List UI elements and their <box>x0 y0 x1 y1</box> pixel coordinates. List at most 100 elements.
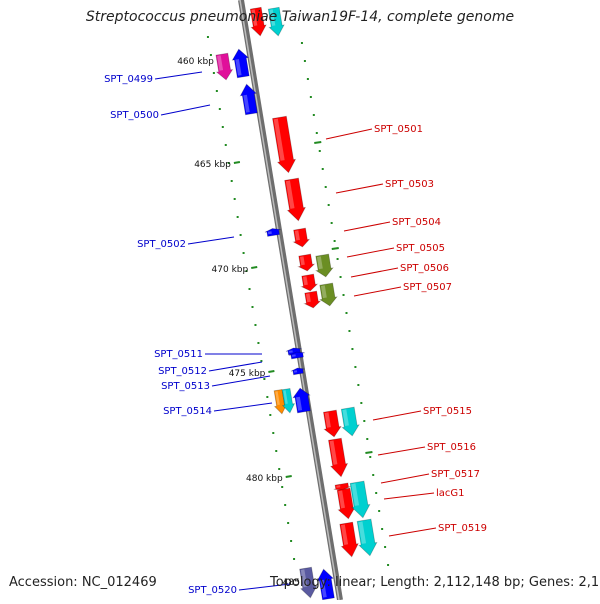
gene-label: SPT_0506 <box>400 263 449 274</box>
tick-dot <box>242 252 245 254</box>
label-leader-line <box>154 71 203 80</box>
tick-dot <box>281 486 284 488</box>
gene-arrow <box>264 228 281 237</box>
tick-dot <box>342 294 345 296</box>
tick-dot <box>369 456 372 458</box>
gene-arrow-body <box>315 253 334 278</box>
tick-dot <box>218 108 221 110</box>
gene-arrow <box>300 273 319 292</box>
scale-tick <box>268 370 275 373</box>
gene-label: SPT_0503 <box>385 179 434 190</box>
gene-arrow <box>290 367 305 376</box>
gene-arrow <box>249 6 267 37</box>
gene-arrow <box>297 253 316 272</box>
gene-arrow-body <box>340 406 360 437</box>
gene-arrow-body <box>303 290 322 309</box>
gene-arrow <box>292 227 311 248</box>
tick-dot <box>303 60 306 62</box>
gene-label: SPT_0505 <box>396 243 445 254</box>
label-leader-line <box>160 104 211 116</box>
gene-arrow-body <box>297 253 316 272</box>
gene-label: SPT_0507 <box>403 282 452 293</box>
tick-dot <box>284 504 287 506</box>
label-leader-line <box>350 267 399 278</box>
gene-arrow <box>336 487 356 520</box>
gene-arrow <box>349 480 371 519</box>
gene-label: lacG1 <box>436 488 465 499</box>
gene-arrow-body <box>292 387 311 414</box>
tick-dot <box>318 150 321 152</box>
gene-arrow-shine <box>251 9 258 26</box>
tick-dot <box>287 522 290 524</box>
label-leader-line <box>372 410 422 421</box>
tick-dot <box>387 564 390 566</box>
tick-dot <box>336 258 339 260</box>
gene-arrow-body <box>292 227 311 248</box>
gene-arrow-body <box>323 409 342 438</box>
scale-tick <box>233 161 241 164</box>
gene-label: SPT_0516 <box>427 442 476 453</box>
label-leader-line <box>211 375 271 387</box>
gene-label: SPT_0501 <box>374 124 423 135</box>
tick-dot <box>384 546 387 548</box>
tick-dot <box>345 312 348 314</box>
tick-dot <box>339 276 342 278</box>
gene-arrow <box>328 437 349 478</box>
gene-arrow <box>339 521 359 558</box>
gene-arrow-shine <box>294 230 300 241</box>
gene-arrow-body <box>356 518 378 557</box>
tick-dot <box>366 438 369 440</box>
gene-arrow-body <box>284 177 307 222</box>
label-leader-line <box>325 128 373 140</box>
backbone <box>238 0 343 601</box>
tick-dot <box>312 114 315 116</box>
tick-dot <box>324 186 327 188</box>
tick-dot <box>309 96 312 98</box>
gene-arrow-shine <box>293 370 298 373</box>
scale-tick <box>285 475 292 478</box>
tick-dot <box>327 204 330 206</box>
label-leader-line <box>346 247 395 258</box>
gene-arrow-shine <box>299 256 305 266</box>
gene-arrow-shine <box>358 521 367 544</box>
gene-arrow <box>231 48 250 79</box>
tick-dot <box>233 198 236 200</box>
tick-dot <box>278 468 281 470</box>
gene-arrow-body <box>272 115 297 174</box>
gene-arrow-shine <box>316 256 323 270</box>
gene-arrow-body <box>288 351 305 360</box>
tick-dot <box>363 420 366 422</box>
scale-tick <box>331 247 339 250</box>
gene-arrow-shine <box>340 524 349 545</box>
gene-label: SPT_0515 <box>423 406 472 417</box>
gene-label: SPT_0500 <box>110 110 159 121</box>
tick-dot <box>269 414 272 416</box>
tick-dot <box>321 168 324 170</box>
gene-arrow-shine <box>351 483 360 506</box>
gene-arrow <box>267 6 285 37</box>
gene-label: SPT_0517 <box>431 469 480 480</box>
tick-dot <box>372 474 375 476</box>
tick-dot <box>224 144 227 146</box>
gene-arrow <box>284 177 307 222</box>
tick-dot <box>354 366 357 368</box>
gene-arrow <box>315 253 334 278</box>
gene-arrow-body <box>336 487 356 520</box>
gene-arrow-body <box>316 568 335 601</box>
tick-dot <box>375 492 378 494</box>
gene-arrow <box>292 387 311 414</box>
gene-arrow-body <box>239 83 258 116</box>
topology-info: Topology: linear; Length: 2,112,148 bp; … <box>270 575 600 590</box>
gene-arrow-shine <box>291 354 296 357</box>
gene-arrow <box>299 566 318 599</box>
gene-arrow <box>333 482 351 491</box>
gene-arrow-body <box>339 521 359 558</box>
gene-label: SPT_0499 <box>104 74 153 85</box>
label-leader-line <box>383 492 435 500</box>
gene-arrow-shine <box>336 485 341 488</box>
label-leader-line <box>380 473 430 484</box>
gene-arrow <box>272 115 297 174</box>
gene-arrow-body <box>290 367 305 376</box>
tick-dot <box>306 78 309 80</box>
